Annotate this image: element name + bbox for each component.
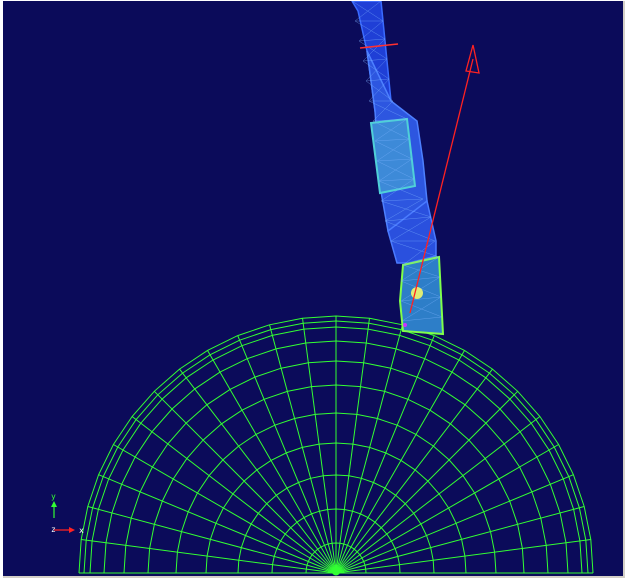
beam-mesh-diagonal (400, 256, 440, 282)
gear-mesh-spoke (335, 350, 465, 574)
gear-mesh-spoke (335, 416, 541, 574)
beam-mesh-diagonal (378, 158, 413, 182)
beam-mesh-line (374, 138, 410, 142)
beam-mesh-diagonal (368, 78, 390, 102)
beam-section-marker (359, 43, 399, 49)
force-vector-arrowhead (465, 44, 480, 74)
beam-mesh-diagonal (365, 80, 394, 102)
gear-mesh-spoke (81, 539, 337, 574)
gear-mesh-spoke (335, 335, 435, 574)
gear-mesh-spoke (302, 318, 337, 574)
beam-mesh-line (378, 178, 415, 182)
beam-mesh-diagonal (362, 60, 390, 80)
beam-mesh-diagonal (378, 180, 424, 200)
y-axis-label: y (51, 492, 56, 501)
beam-mesh-line (372, 118, 408, 122)
beam-stress-zone-upper (369, 117, 417, 195)
gear-mesh-spoke (335, 474, 574, 574)
beam-mesh-diagonal (374, 140, 413, 160)
beam-mesh-diagonal (380, 178, 415, 202)
gear-mesh-spoke (207, 350, 337, 574)
gear-mesh-spoke (335, 539, 591, 574)
beam-mesh-diagonal (358, 40, 388, 60)
z-axis-label: z (51, 525, 56, 534)
beam-mesh-diagonal (376, 138, 410, 162)
beam-mesh-diagonal (401, 296, 442, 322)
beam-mesh-line (400, 276, 441, 282)
gear-mesh-spoke (335, 506, 585, 574)
gear-mesh-spoke (335, 324, 403, 574)
beam-mesh-line (362, 58, 388, 62)
beam-mesh-diagonal (390, 240, 440, 258)
gear-mesh-spoke (237, 335, 337, 574)
beam-mesh-diagonal (372, 100, 394, 122)
beam-mesh-line (402, 256, 440, 266)
beam-mesh-diagonal (402, 240, 436, 266)
beam-mesh-line (365, 78, 390, 82)
gear-mesh-spoke (269, 324, 337, 574)
contact-point (403, 323, 407, 327)
gear-mesh-spoke (98, 474, 337, 574)
gear-mesh-spoke (153, 390, 337, 574)
force-vector (409, 44, 480, 314)
gear-mesh-spoke (335, 318, 370, 574)
beam-mesh (351, 1, 445, 336)
beam-mesh-diagonal (351, 1, 384, 22)
gear-mesh-spoke (335, 390, 519, 574)
gear-mesh-spoke (335, 444, 559, 574)
x-axis-label: x (79, 526, 84, 535)
y-axis-arrowhead (51, 501, 57, 507)
beam-mesh-hatching (351, 1, 443, 322)
beam-mesh-diagonal (384, 198, 424, 222)
beam-mesh-diagonal (390, 216, 432, 242)
axis-triad: y x z (51, 492, 84, 535)
beam-mesh-diagonal (354, 1, 382, 22)
beam-mesh-diagonal (384, 220, 436, 242)
stress-hotspot (411, 287, 423, 299)
x-axis-arrowhead (69, 527, 75, 533)
beam-mesh-line (376, 158, 413, 162)
beam-mesh-line (384, 216, 432, 222)
beam-mesh-diagonal (365, 58, 388, 82)
viewport-background (3, 1, 623, 576)
gear-mesh-spoke (131, 416, 337, 574)
beam-mesh-line (400, 296, 442, 302)
beam-mesh-diagonal (402, 264, 441, 278)
beam-mesh-diagonal (368, 100, 408, 120)
gear-mesh-spoke (335, 368, 493, 574)
fem-scene[interactable]: y x z (3, 1, 623, 576)
gear-mesh-spoke (179, 368, 337, 574)
beam-mesh-diagonal (362, 38, 386, 62)
beam-mesh-diagonal (358, 20, 384, 42)
beam-mesh-line (358, 38, 386, 42)
beam-mesh-diagonal (354, 20, 386, 40)
gear-mesh-spoke (113, 444, 337, 574)
beam-mesh-diagonal (374, 118, 408, 142)
gear-mesh (78, 315, 594, 576)
gear-hub (331, 566, 341, 576)
beam-mesh-line (401, 316, 443, 322)
gear-mesh-spoke (87, 506, 337, 574)
beam-mesh-line (380, 198, 424, 202)
3d-viewport[interactable]: y x z (3, 1, 625, 578)
